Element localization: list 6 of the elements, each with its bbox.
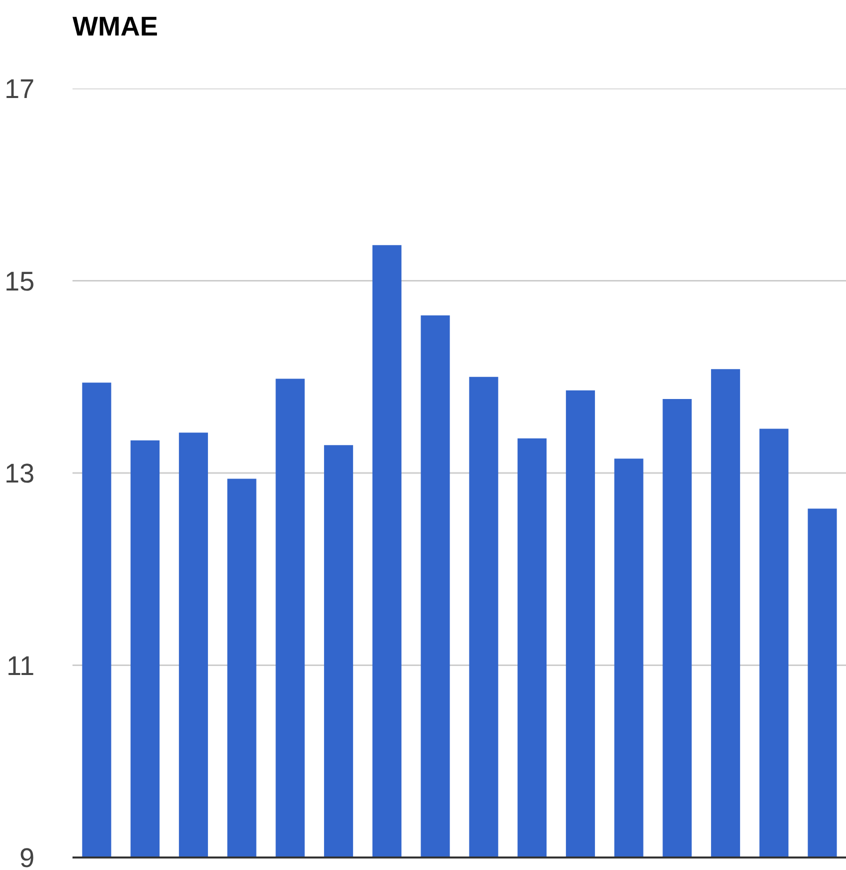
y-tick-label: 17 bbox=[4, 74, 35, 104]
y-tick-label: 11 bbox=[6, 650, 35, 681]
y-tick-label: 15 bbox=[4, 266, 35, 296]
y-tick-label: 9 bbox=[19, 843, 35, 870]
chart-title: WMAE bbox=[72, 12, 158, 42]
y-tick-label: 13 bbox=[4, 458, 35, 488]
